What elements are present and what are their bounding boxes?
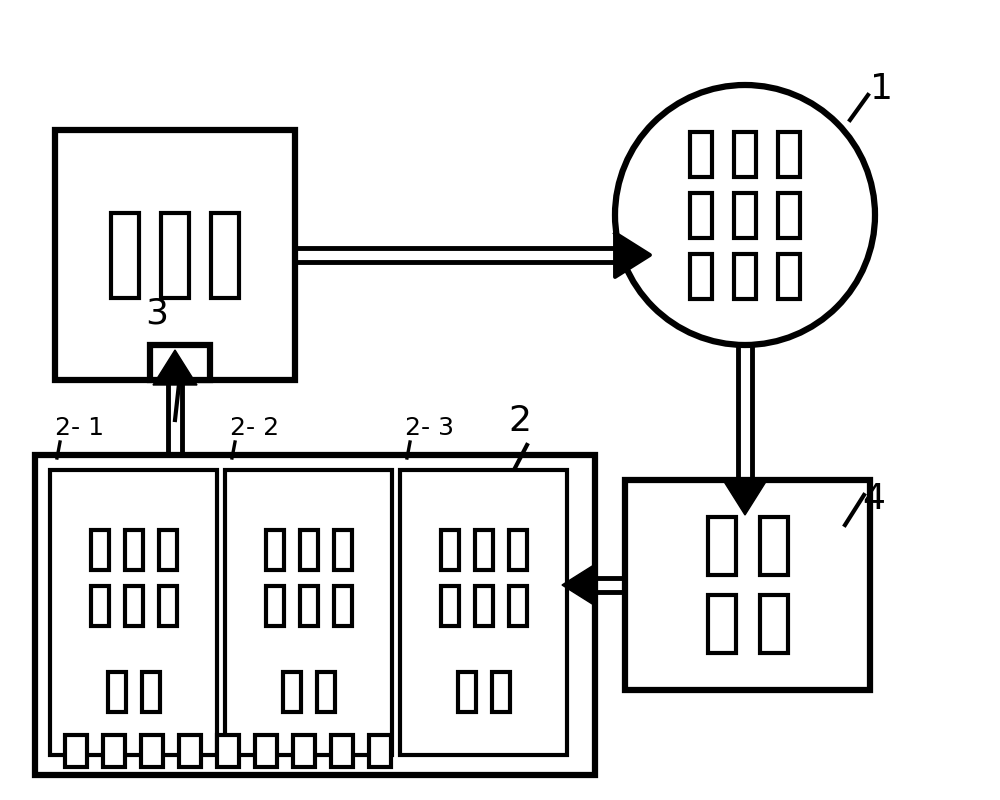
Polygon shape bbox=[562, 563, 597, 607]
Bar bbox=[331, 735, 353, 767]
Bar bbox=[690, 131, 712, 177]
Bar bbox=[217, 735, 239, 767]
Bar bbox=[283, 672, 300, 712]
Bar bbox=[158, 530, 176, 570]
Bar bbox=[625, 480, 870, 690]
Bar bbox=[300, 530, 318, 570]
Bar bbox=[158, 586, 176, 626]
Bar bbox=[509, 586, 526, 626]
Bar bbox=[690, 254, 712, 298]
Bar bbox=[225, 470, 392, 755]
Bar bbox=[142, 672, 160, 712]
Text: 2- 3: 2- 3 bbox=[405, 416, 454, 440]
Bar bbox=[141, 735, 163, 767]
Bar bbox=[734, 131, 756, 177]
Bar bbox=[458, 672, 476, 712]
Bar bbox=[266, 586, 284, 626]
Polygon shape bbox=[153, 350, 197, 385]
Bar bbox=[708, 595, 736, 653]
Polygon shape bbox=[615, 233, 650, 277]
Text: 2- 1: 2- 1 bbox=[55, 416, 104, 440]
Bar bbox=[211, 213, 239, 298]
Bar bbox=[492, 672, 510, 712]
Bar bbox=[760, 517, 788, 575]
Bar bbox=[690, 193, 712, 238]
Bar bbox=[150, 345, 210, 380]
Text: 4: 4 bbox=[862, 482, 885, 516]
Bar bbox=[300, 586, 318, 626]
Bar bbox=[440, 586, 458, 626]
Bar bbox=[734, 254, 756, 298]
Text: 3: 3 bbox=[145, 296, 168, 330]
Bar bbox=[778, 131, 800, 177]
Bar bbox=[509, 530, 526, 570]
Bar bbox=[369, 735, 391, 767]
Bar bbox=[124, 586, 143, 626]
Bar bbox=[778, 193, 800, 238]
Circle shape bbox=[615, 85, 875, 345]
Text: 1: 1 bbox=[870, 72, 893, 106]
Bar bbox=[90, 530, 108, 570]
Bar bbox=[179, 735, 201, 767]
Polygon shape bbox=[723, 480, 767, 515]
Bar bbox=[50, 470, 217, 755]
Bar bbox=[103, 735, 125, 767]
Bar bbox=[708, 517, 736, 575]
Bar bbox=[161, 213, 189, 298]
Bar bbox=[734, 193, 756, 238]
Bar bbox=[334, 530, 352, 570]
Text: 2- 2: 2- 2 bbox=[230, 416, 279, 440]
Bar bbox=[400, 470, 567, 755]
Bar bbox=[55, 130, 295, 380]
Bar bbox=[124, 530, 143, 570]
Bar bbox=[475, 530, 492, 570]
Bar bbox=[760, 595, 788, 653]
Bar bbox=[778, 254, 800, 298]
Bar bbox=[111, 213, 139, 298]
Bar bbox=[90, 586, 108, 626]
Bar bbox=[440, 530, 458, 570]
Bar bbox=[255, 735, 277, 767]
Bar bbox=[293, 735, 315, 767]
Bar bbox=[266, 530, 284, 570]
Bar bbox=[65, 735, 87, 767]
Bar bbox=[35, 455, 595, 775]
Text: 2: 2 bbox=[508, 404, 531, 438]
Bar bbox=[316, 672, 334, 712]
Bar bbox=[108, 672, 126, 712]
Bar bbox=[334, 586, 352, 626]
Bar bbox=[475, 586, 492, 626]
